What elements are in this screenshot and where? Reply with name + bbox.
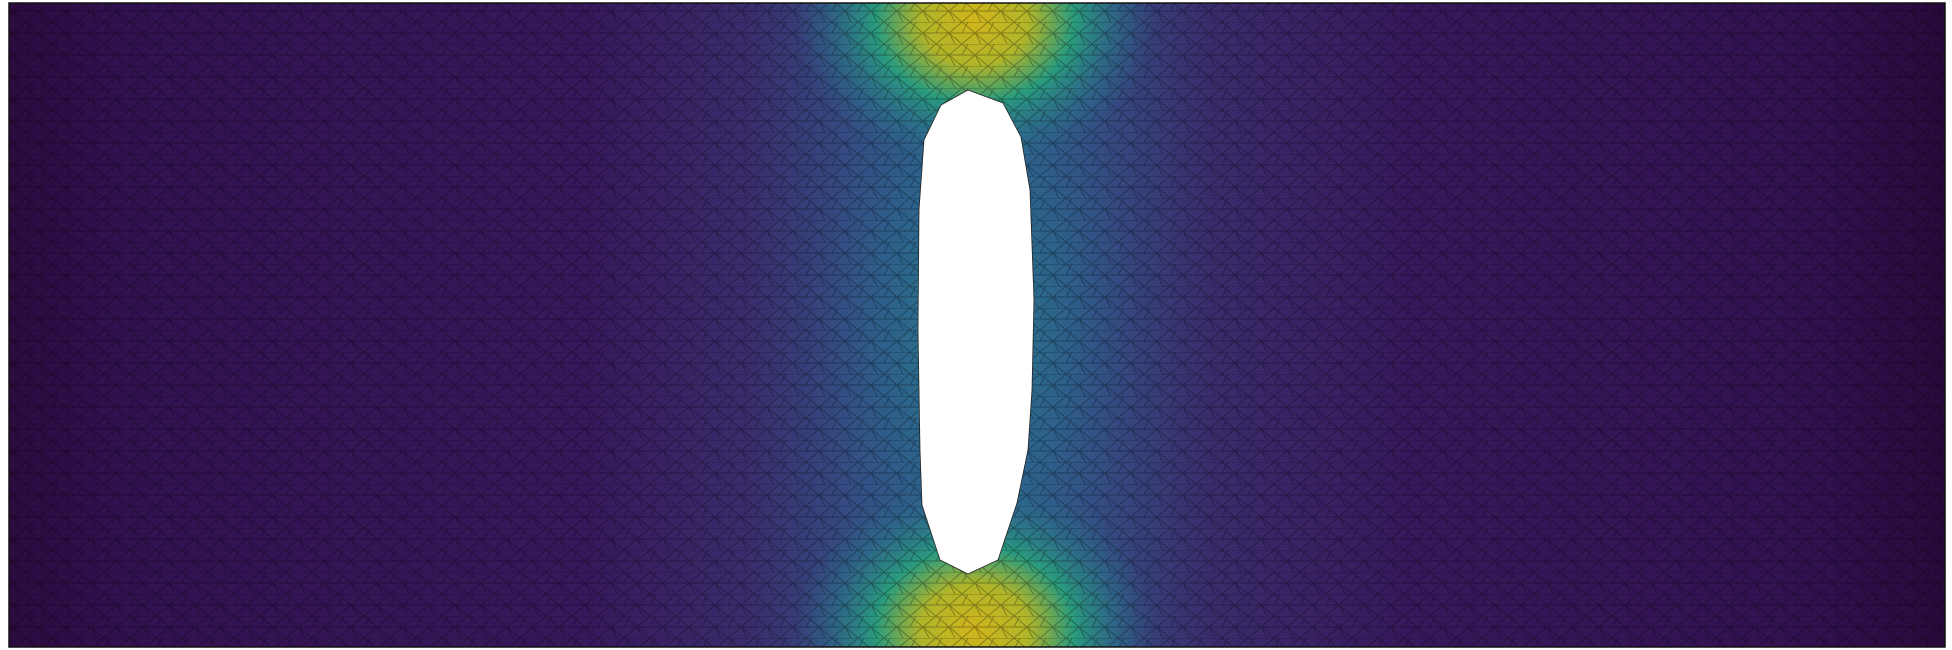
hole: [917, 89, 1035, 575]
plate-border: [8, 2, 1946, 648]
